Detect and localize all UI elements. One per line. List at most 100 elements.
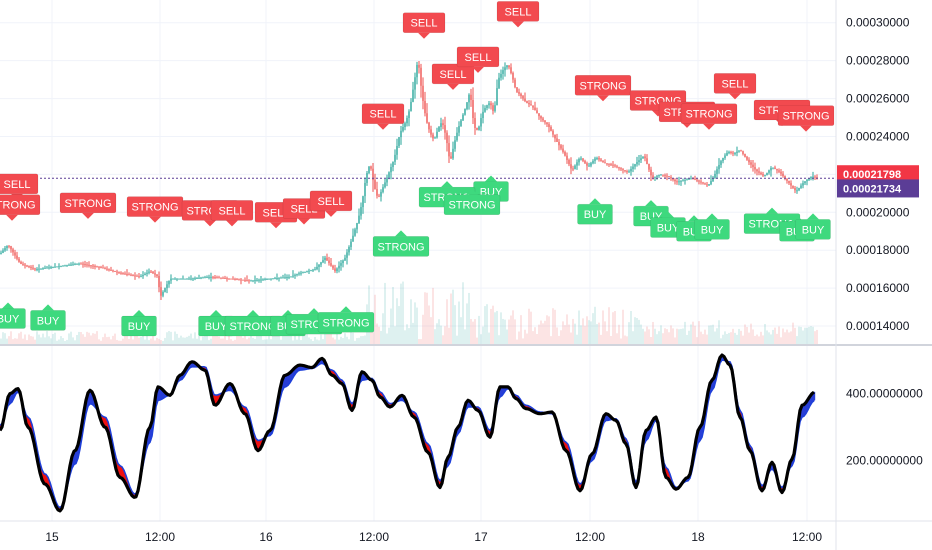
- candle-body: [574, 165, 576, 169]
- signal-label-buy[interactable]: BUY: [198, 310, 234, 337]
- candle-body: [784, 176, 786, 179]
- volume-bar: [446, 299, 448, 345]
- candle-body: [564, 151, 566, 156]
- signal-label-sell[interactable]: STRONG: [777, 105, 835, 132]
- candle-body: [640, 158, 642, 161]
- signal-label-sell[interactable]: STRONG: [574, 75, 632, 102]
- candle-body: [228, 278, 230, 280]
- candle-body: [272, 278, 274, 280]
- volume-bar: [760, 331, 762, 345]
- candle-body: [332, 265, 334, 269]
- candle-body: [52, 266, 54, 268]
- signal-pointer: [512, 21, 524, 28]
- time-axis[interactable]: 15 12:00 16 12:00 17 12:00 18 12:00: [45, 530, 822, 544]
- volume-bar: [598, 322, 600, 345]
- signal-label-sell[interactable]: STRONG: [126, 196, 184, 223]
- signal-label-sell[interactable]: SELL: [210, 200, 254, 227]
- candle-body: [744, 154, 746, 157]
- volume-bar: [224, 333, 226, 345]
- signal-text: STRONG: [131, 202, 178, 214]
- signal-label-buy[interactable]: BUY: [30, 304, 66, 331]
- oscillator-axis[interactable]: 200.00000000 400.00000000: [846, 387, 923, 468]
- candle-body: [196, 277, 198, 279]
- candle-body: [768, 170, 770, 173]
- volume-bar: [424, 292, 426, 345]
- volume-bar: [522, 338, 524, 345]
- volume-bar: [414, 302, 416, 345]
- volume-bar: [178, 337, 180, 345]
- volume-bar: [756, 334, 758, 345]
- volume-bar: [410, 299, 412, 345]
- candle-body: [184, 278, 186, 280]
- candle-body: [592, 160, 594, 164]
- signal-label-buy[interactable]: BUY: [0, 302, 26, 329]
- signal-label-buy[interactable]: BUY: [795, 213, 831, 240]
- candle-body: [522, 96, 524, 99]
- signal-label-buy[interactable]: STRONG: [372, 230, 430, 257]
- signal-label-buy[interactable]: BUY: [121, 310, 157, 337]
- volume-bar: [116, 339, 118, 345]
- candle-body: [158, 276, 160, 288]
- signal-text: SELL: [411, 18, 438, 30]
- signal-label-sell[interactable]: STRONG: [680, 103, 738, 130]
- signal-label-sell[interactable]: STRONG: [59, 192, 117, 219]
- volume-bar: [84, 336, 86, 345]
- signal-label-sell[interactable]: SELL: [361, 103, 405, 130]
- volume-bar: [148, 340, 150, 345]
- volume-bar: [8, 336, 10, 345]
- signal-label-sell[interactable]: SELL: [309, 190, 353, 217]
- volume-bar: [158, 338, 160, 345]
- volume-bar: [228, 332, 230, 345]
- volume-bar: [440, 325, 442, 345]
- candle-body: [346, 252, 348, 258]
- volume-bar: [490, 308, 492, 345]
- candle-body: [112, 270, 114, 272]
- signal-label-buy[interactable]: STRONG: [443, 188, 501, 216]
- volume-bar: [202, 336, 204, 345]
- volume-bar: [90, 335, 92, 345]
- volume-bar: [44, 337, 46, 345]
- volume-bar: [4, 333, 6, 345]
- candle-body: [32, 267, 34, 269]
- candle-body: [166, 284, 168, 289]
- signal-label-buy[interactable]: STRONG: [317, 306, 375, 333]
- signal-text: SELL: [722, 78, 749, 90]
- volume-bar: [442, 335, 444, 345]
- candle-body: [766, 172, 768, 176]
- signal-label-sell[interactable]: SELL: [456, 46, 500, 73]
- volume-bar: [416, 307, 418, 345]
- signal-pointer: [325, 210, 337, 217]
- signal-label-sell[interactable]: SELL: [0, 173, 39, 200]
- volume-bar: [26, 340, 28, 345]
- signal-label-sell[interactable]: STRONG: [0, 194, 41, 221]
- volume-bar: [702, 334, 704, 345]
- volume-bar: [536, 333, 538, 345]
- volume-bar: [592, 313, 594, 345]
- volume-bar: [510, 315, 512, 345]
- candle-body: [540, 116, 542, 119]
- signal-label-buy[interactable]: BUY: [694, 213, 730, 240]
- candle-body: [686, 179, 688, 181]
- volume-bar: [710, 325, 712, 345]
- signal-label-sell[interactable]: SELL: [431, 63, 475, 90]
- volume-bar: [272, 335, 274, 345]
- signal-label-sell[interactable]: SELL: [496, 1, 540, 28]
- candle-body: [794, 187, 796, 191]
- volume-bar: [726, 334, 728, 345]
- signal-label-buy[interactable]: STRONG: [224, 310, 282, 337]
- candle-body: [58, 266, 60, 268]
- signal-label-sell[interactable]: SELL: [713, 73, 757, 100]
- signal-label-sell[interactable]: SELL: [402, 12, 446, 39]
- signal-pointer: [466, 188, 478, 195]
- volume-bar: [780, 337, 782, 345]
- candle-body: [306, 271, 308, 273]
- volume-bar: [406, 324, 408, 345]
- candle-body: [600, 159, 602, 161]
- volume-bar: [182, 337, 184, 345]
- candle-body: [212, 276, 214, 278]
- candle-body: [716, 169, 718, 174]
- volume-bar: [42, 333, 44, 345]
- oscillator-tick-label: 400.00000000: [846, 387, 923, 401]
- signal-label-buy[interactable]: BUY: [577, 198, 613, 225]
